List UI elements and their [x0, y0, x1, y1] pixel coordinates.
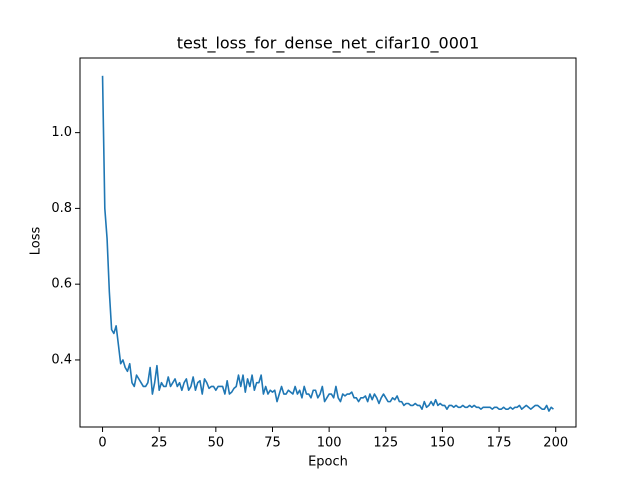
x-tick-label: 0 — [98, 436, 106, 451]
x-tick-label: 75 — [264, 436, 281, 451]
chart-title: test_loss_for_dense_net_cifar10_0001 — [177, 34, 480, 54]
x-tick-label: 200 — [543, 436, 568, 451]
y-tick-label: 0.4 — [51, 352, 72, 367]
line — [101, 75, 554, 412]
x-tick-label: 175 — [487, 436, 512, 451]
x-tick-label: 50 — [208, 436, 225, 451]
y-axis-label: Loss — [29, 227, 44, 256]
x-tick-label: 100 — [317, 436, 342, 451]
y-tick-label: 1.0 — [51, 125, 72, 140]
plot-frame — [79, 57, 577, 428]
y-tick-label: 0.8 — [51, 201, 72, 216]
x-tick-label: 125 — [373, 436, 398, 451]
x-tick-label: 150 — [430, 436, 455, 451]
x-tick-label: 25 — [151, 436, 168, 451]
x-axis-label: Epoch — [308, 455, 348, 470]
y-tick-label: 0.6 — [51, 277, 72, 292]
